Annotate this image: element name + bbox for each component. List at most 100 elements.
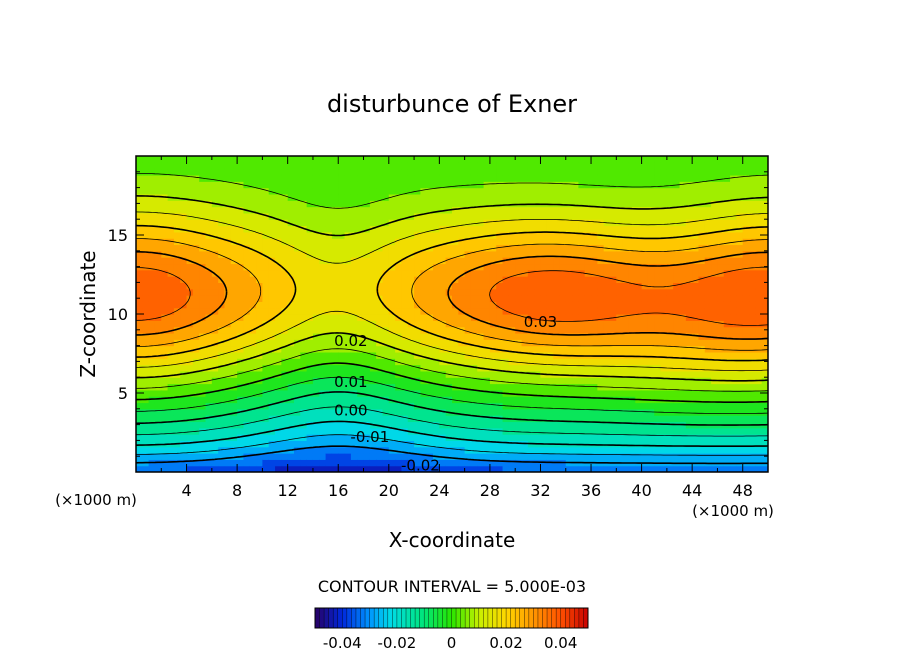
field-cell: [508, 440, 516, 448]
field-cell: [161, 156, 169, 163]
field-cell: [692, 269, 700, 277]
field-cell: [287, 389, 295, 397]
field-cell: [224, 307, 232, 315]
field-cell: [275, 301, 282, 309]
field-cell: [230, 427, 238, 435]
field-cell: [306, 396, 314, 404]
field-cell: [628, 389, 636, 397]
field-cell: [647, 156, 655, 163]
field-cell: [572, 225, 579, 233]
field-cell: [736, 408, 744, 416]
field-cell: [723, 389, 731, 397]
field-cell: [452, 314, 459, 321]
field-cell: [692, 314, 700, 321]
field-cell: [161, 345, 169, 353]
field-cell: [357, 282, 365, 290]
field-cell: [698, 225, 706, 233]
field-cell: [584, 446, 592, 454]
field-cell: [749, 295, 756, 302]
field-cell: [711, 282, 719, 290]
field-cell: [268, 396, 276, 404]
field-cell: [635, 421, 643, 429]
field-cell: [622, 370, 630, 378]
field-cell: [628, 415, 636, 423]
field-cell: [483, 421, 491, 429]
field-cell: [426, 320, 434, 328]
field-cell: [521, 212, 529, 220]
field-cell: [268, 301, 276, 309]
field-cell: [287, 421, 295, 429]
field-cell: [369, 162, 377, 170]
field-cell: [199, 383, 207, 391]
field-cell: [508, 206, 516, 214]
field-cell: [237, 187, 245, 195]
field-cell: [527, 168, 535, 176]
field-cell: [572, 231, 579, 239]
field-cell: [369, 307, 377, 315]
field-cell: [723, 231, 731, 239]
field-cell: [742, 238, 750, 246]
field-cell: [237, 231, 245, 239]
field-cell: [262, 301, 270, 309]
field-cell: [167, 377, 175, 385]
field-cell: [628, 295, 636, 302]
field-cell: [559, 446, 567, 454]
field-cell: [142, 181, 150, 189]
field-cell: [357, 396, 365, 404]
field-cell: [154, 156, 162, 163]
field-cell: [736, 174, 744, 182]
field-cell: [199, 238, 207, 246]
field-cell: [306, 326, 314, 334]
field-cell: [294, 326, 301, 334]
field-cell: [256, 314, 263, 321]
field-cell: [635, 402, 643, 410]
field-cell: [540, 301, 548, 309]
field-cell: [692, 288, 700, 296]
field-cell: [546, 408, 554, 416]
field-cell: [275, 408, 282, 416]
field-cell: [749, 276, 756, 283]
field-cell: [186, 364, 194, 372]
field-cell: [578, 244, 586, 252]
field-cell: [243, 345, 251, 353]
field-cell: [363, 427, 371, 435]
field-cell: [338, 364, 346, 372]
field-cell: [306, 421, 314, 429]
field-cell: [294, 250, 301, 258]
field-cell: [723, 187, 731, 195]
field-cell: [452, 282, 459, 290]
field-cell: [224, 200, 232, 208]
field-cell: [597, 269, 605, 277]
field-cell: [420, 421, 428, 429]
field-cell: [256, 459, 263, 467]
field-cell: [527, 408, 535, 416]
field-cell: [464, 187, 472, 195]
field-cell: [591, 396, 598, 404]
field-cell: [237, 174, 245, 182]
field-cell: [452, 446, 459, 454]
field-cell: [167, 244, 175, 252]
field-cell: [692, 427, 700, 435]
field-cell: [698, 219, 706, 227]
field-cell: [527, 415, 535, 423]
field-cell: [445, 314, 453, 321]
field-cell: [673, 427, 681, 435]
field-cell: [502, 383, 510, 391]
field-cell: [338, 225, 346, 233]
field-cell: [331, 193, 339, 201]
field-cell: [565, 370, 573, 378]
field-cell: [679, 320, 687, 328]
field-cell: [344, 326, 352, 334]
field-cell: [230, 206, 238, 214]
field-cell: [243, 193, 251, 201]
field-cell: [237, 200, 245, 208]
field-cell: [294, 206, 301, 214]
field-cell: [603, 427, 611, 435]
field-cell: [527, 459, 535, 467]
field-cell: [445, 238, 453, 246]
field-cell: [262, 339, 270, 347]
field-cell: [584, 231, 592, 239]
field-cell: [635, 231, 643, 239]
field-cell: [692, 345, 700, 353]
field-cell: [294, 383, 301, 391]
